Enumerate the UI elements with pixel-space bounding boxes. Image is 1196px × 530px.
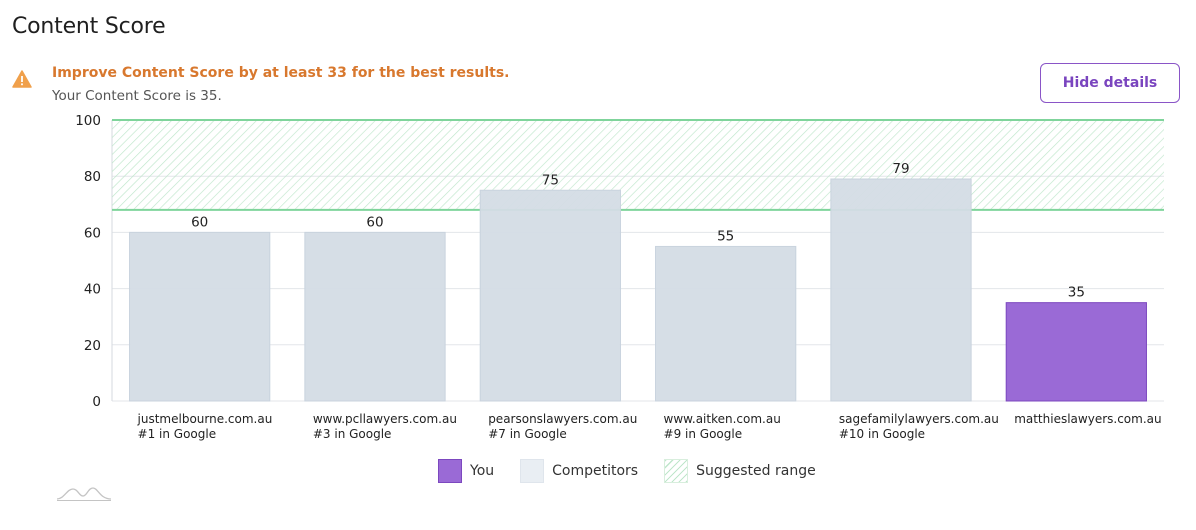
value-label: 35 (1068, 285, 1085, 301)
value-label: 60 (366, 214, 383, 230)
y-tick-label: 80 (84, 169, 101, 185)
x-rank-label: #3 in Google (313, 427, 392, 441)
chart-legend: You Competitors Suggested range (438, 459, 842, 483)
x-category-label: www.pcllawyers.com.au (313, 412, 457, 426)
bar-competitor (479, 189, 621, 402)
legend-label-suggested-range: Suggested range (696, 463, 816, 479)
hide-details-button[interactable]: Hide details (1040, 63, 1180, 103)
y-tick-label: 40 (84, 282, 101, 298)
x-rank-label: #10 in Google (839, 427, 925, 441)
content-score-chart: 0 20 40 60 80 100 60 justmelbourne.com.au#1 in … (75, 113, 1164, 441)
value-label: 60 (191, 214, 208, 230)
x-category-label: www.aitken.com.au (664, 412, 781, 426)
page-title: Content Score (12, 14, 166, 39)
x-rank-label: #7 in Google (488, 427, 567, 441)
bar-you (1005, 302, 1147, 402)
value-label: 79 (892, 161, 909, 177)
brand-logo-icon (56, 487, 112, 501)
legend-swatch-you (438, 459, 462, 483)
x-category-label: sagefamilylawyers.com.au (839, 412, 999, 426)
legend-item-you[interactable]: You (438, 459, 494, 483)
y-tick-label: 0 (92, 394, 101, 410)
x-category-label: pearsonslawyers.com.au (488, 412, 637, 426)
x-rank-label: #1 in Google (138, 427, 217, 441)
x-category-label: justmelbourne.com.au (137, 412, 273, 426)
bar-competitor (304, 231, 446, 402)
legend-label-competitors: Competitors (552, 463, 639, 479)
value-label: 55 (717, 228, 734, 244)
bar-competitor (129, 231, 271, 402)
y-tick-label: 100 (75, 113, 101, 129)
bar-competitor (830, 178, 972, 402)
bars (129, 178, 1147, 402)
legend-swatch-suggested-range (664, 459, 689, 483)
legend-item-suggested-range[interactable]: Suggested range (664, 459, 816, 483)
labels: 0 20 40 60 80 100 60 justmelbourne.com.au#1 in … (75, 113, 1161, 441)
x-category-label: matthieslawyers.com.au (1014, 412, 1161, 426)
y-tick-label: 60 (84, 225, 101, 241)
y-tick-label: 20 (84, 338, 101, 354)
alert-headline: Improve Content Score by at least 33 for… (52, 65, 510, 81)
legend-swatch-competitors (520, 459, 545, 483)
bar-competitor (655, 245, 797, 402)
value-label: 75 (542, 172, 559, 188)
suggested-range-fill (112, 120, 1164, 210)
legend-label-you: You (470, 463, 495, 479)
warning-icon (12, 70, 32, 88)
legend-item-competitors[interactable]: Competitors (520, 459, 638, 483)
x-rank-label: #9 in Google (664, 427, 743, 441)
alert-subtext: Your Content Score is 35. (52, 88, 222, 104)
suggested-range-band (112, 119, 1164, 211)
